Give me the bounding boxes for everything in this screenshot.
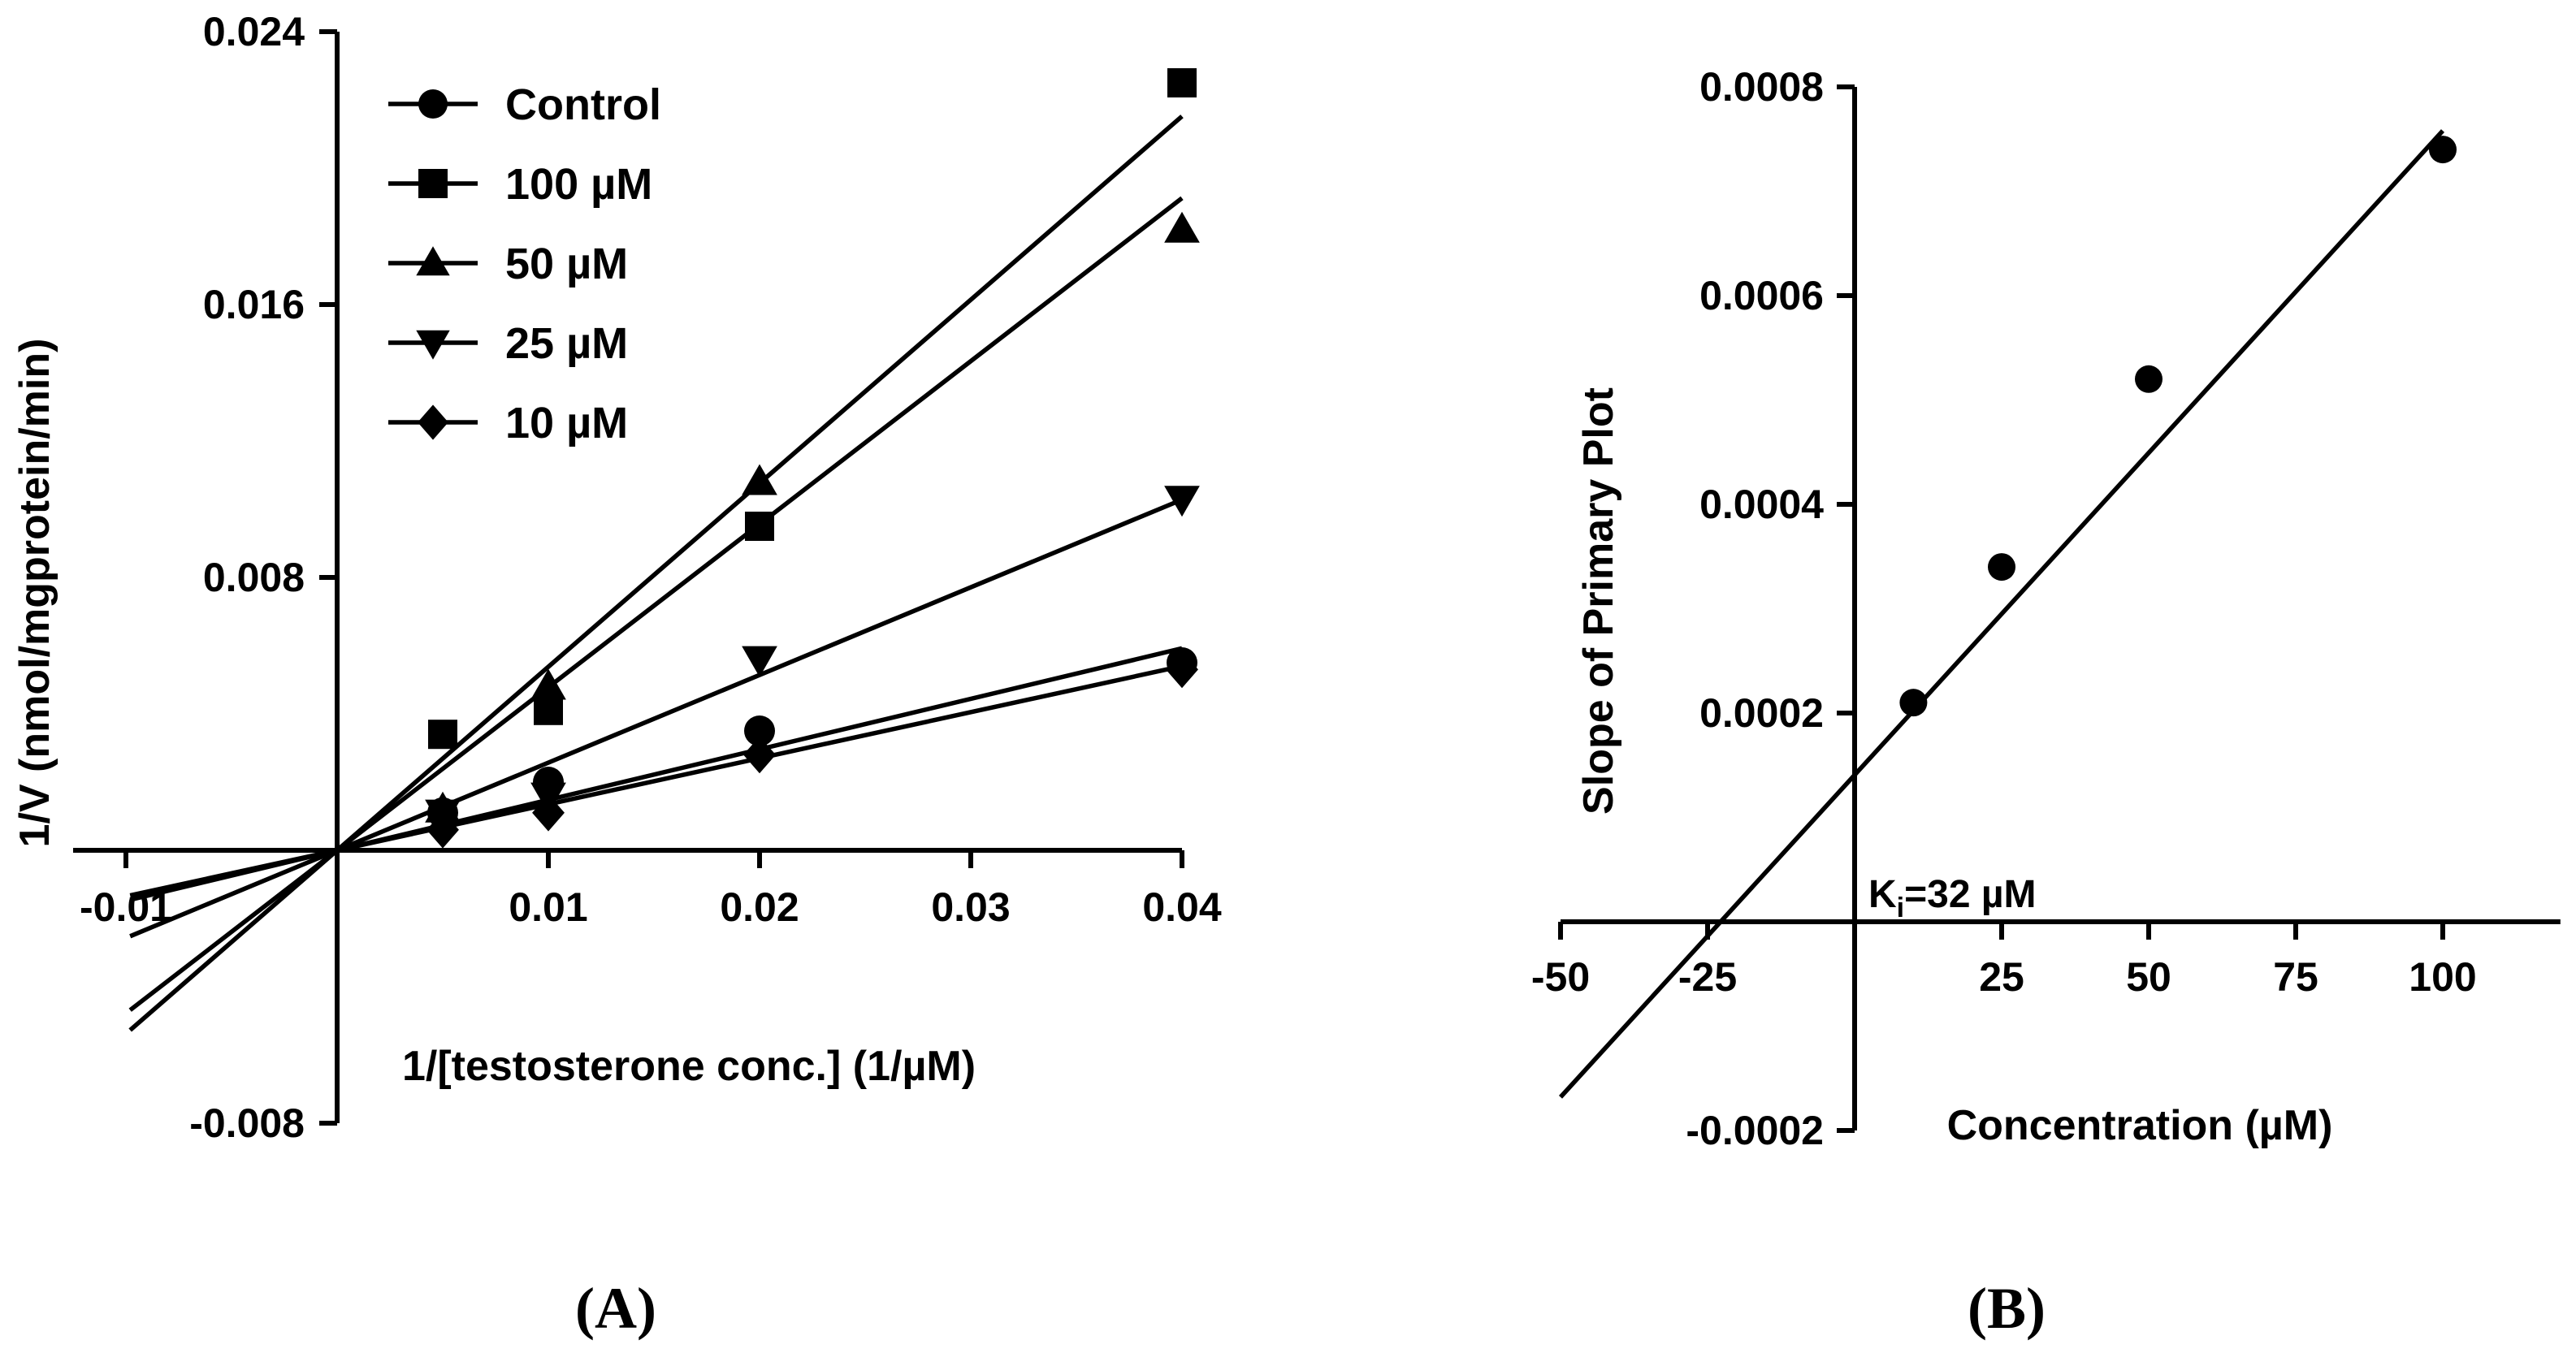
data-point-100-m bbox=[428, 720, 457, 750]
panel-b: -50 -25 25 50 75 100 -0.0002 0.0002 0.0004 0.0006… bbox=[1531, 64, 2561, 1341]
panel-a-y-tick-label: 0.024 bbox=[203, 9, 305, 54]
legend-label-25-m: 25 µM bbox=[505, 319, 628, 368]
legend-marker-100-m bbox=[418, 169, 448, 198]
panel-a-y-tick-label: -0.008 bbox=[189, 1100, 305, 1146]
legend-marker-50-m bbox=[416, 246, 450, 276]
ki-annotation: Ki=32 µM bbox=[1868, 873, 2037, 923]
legend-marker-10-m bbox=[418, 404, 448, 440]
legend-label-control: Control bbox=[505, 80, 661, 129]
panel-a-label: (A) bbox=[575, 1276, 656, 1341]
data-point-slope bbox=[1899, 689, 1928, 717]
fit-line-100-m bbox=[128, 115, 1184, 1032]
panel-a-legend: Control 100 µM 50 µM 25 µM 10 µM bbox=[388, 80, 661, 447]
data-point-10-m bbox=[426, 811, 459, 849]
data-point-slope bbox=[1988, 553, 2015, 581]
panel-b-x-tick-label: 25 bbox=[1979, 954, 2024, 1000]
data-point-100-m bbox=[745, 512, 774, 541]
panel-b-x-tick-label: -50 bbox=[1531, 954, 1590, 1000]
panel-b-x-tick-label: 50 bbox=[2126, 954, 2171, 1000]
data-point-50-m bbox=[530, 668, 566, 700]
panel-b-x-axis-title: Concentration (µM) bbox=[1947, 1102, 2333, 1149]
panel-a-y-tick-label: 0.008 bbox=[203, 555, 305, 600]
panel-a-x-tick-label: -0.01 bbox=[80, 884, 172, 930]
data-point-slope bbox=[2135, 365, 2163, 393]
panel-a-y-tick-label: 0.016 bbox=[203, 282, 305, 327]
panel-a-x-tick-label: 0.04 bbox=[1142, 884, 1222, 930]
panel-a-x-tick-label: 0.02 bbox=[720, 884, 799, 930]
data-point-50-m bbox=[1164, 211, 1200, 243]
panel-a-fit-lines bbox=[128, 115, 1184, 1032]
data-point-control bbox=[744, 715, 775, 746]
data-point-10-m bbox=[1166, 651, 1198, 689]
data-point-10-m bbox=[532, 794, 565, 832]
data-point-50-m bbox=[742, 464, 777, 495]
panel-b-y-tick-label: 0.0002 bbox=[1699, 690, 1824, 736]
panel-b-x-tick-label: 100 bbox=[2409, 954, 2476, 1000]
data-point-slope bbox=[2429, 136, 2457, 164]
fit-line-25-m bbox=[129, 497, 1184, 939]
fit-line-50-m bbox=[128, 196, 1184, 1012]
legend-label-50-m: 50 µM bbox=[505, 240, 628, 288]
panel-b-fit-line bbox=[1558, 129, 2445, 1099]
panel-b-label: (B) bbox=[1968, 1276, 2046, 1341]
legend-label-100-m: 100 µM bbox=[505, 160, 652, 209]
panel-b-y-tick-label: -0.0002 bbox=[1686, 1108, 1824, 1153]
panel-a: -0.01 0.01 0.02 0.03 0.04 -0.008 0.008 0.016 0.0… bbox=[11, 9, 1222, 1341]
data-point-25-m bbox=[742, 646, 777, 677]
data-point-10-m bbox=[743, 736, 776, 774]
panel-a-x-axis-title: 1/[testosterone conc.] (1/µM) bbox=[402, 1043, 976, 1090]
regression-line bbox=[1558, 129, 2445, 1099]
fit-line-10-m bbox=[129, 664, 1183, 898]
panel-b-x-tick-label: 75 bbox=[2273, 954, 2318, 1000]
panel-a-x-tick-label: 0.03 bbox=[931, 884, 1010, 930]
legend-marker-25-m bbox=[416, 330, 450, 360]
panel-a-y-axis-title: 1/V (nmol/mgprotein/min) bbox=[11, 339, 58, 848]
legend-marker-control bbox=[418, 89, 448, 119]
panel-a-markers bbox=[425, 68, 1200, 849]
data-point-100-m bbox=[534, 695, 563, 725]
panel-b-markers bbox=[1899, 136, 2457, 717]
panel-b-y-tick-label: 0.0008 bbox=[1699, 64, 1824, 110]
panel-b-y-axis-title: Slope of Primary Plot bbox=[1575, 387, 1622, 815]
legend-label-10-m: 10 µM bbox=[505, 399, 628, 447]
panel-a-axes: -0.01 0.01 0.02 0.03 0.04 -0.008 0.008 0.016 0.0… bbox=[73, 9, 1222, 1146]
panel-a-x-tick-label: 0.01 bbox=[509, 884, 587, 930]
panel-b-x-tick-label: -25 bbox=[1678, 954, 1737, 1000]
data-point-100-m bbox=[1167, 68, 1197, 97]
panel-b-axes: -50 -25 25 50 75 100 -0.0002 0.0002 0.0004 0.0006… bbox=[1531, 64, 2561, 1153]
panel-b-y-tick-label: 0.0004 bbox=[1699, 482, 1824, 527]
panel-b-y-tick-label: 0.0006 bbox=[1699, 273, 1824, 318]
data-point-25-m bbox=[1164, 486, 1200, 517]
